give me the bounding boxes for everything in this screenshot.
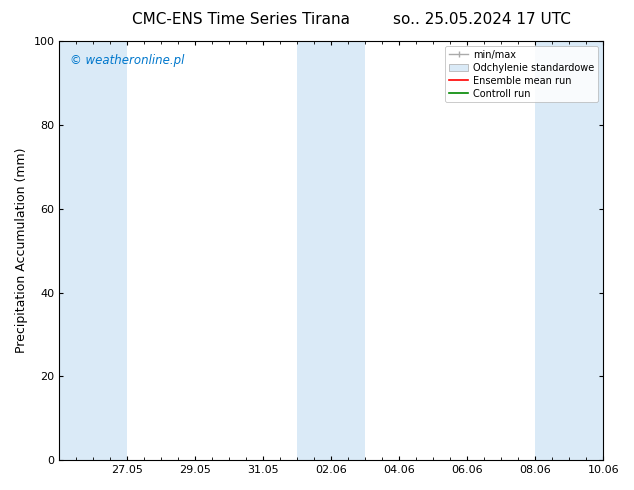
Text: © weatheronline.pl: © weatheronline.pl xyxy=(70,53,184,67)
Text: CMC-ENS Time Series Tirana: CMC-ENS Time Series Tirana xyxy=(132,12,350,27)
Bar xyxy=(60,41,127,460)
Text: so.. 25.05.2024 17 UTC: so.. 25.05.2024 17 UTC xyxy=(393,12,571,27)
Y-axis label: Precipitation Accumulation (mm): Precipitation Accumulation (mm) xyxy=(15,148,28,353)
Bar xyxy=(297,41,365,460)
Legend: min/max, Odchylenie standardowe, Ensemble mean run, Controll run: min/max, Odchylenie standardowe, Ensembl… xyxy=(445,46,598,102)
Bar xyxy=(535,41,603,460)
